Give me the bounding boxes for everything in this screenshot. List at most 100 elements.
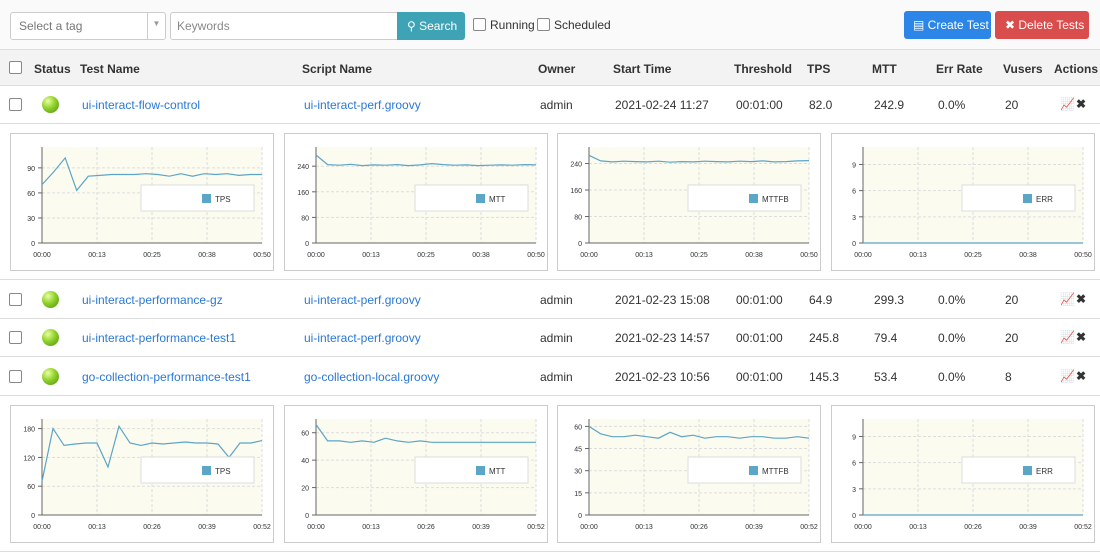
link[interactable]: go-collection-local.groovy [304,369,440,384]
cell-text: 00:01:00 [736,369,783,384]
x-tick-label: 00:50 [1074,252,1092,259]
cell-text: 0.0% [938,331,966,345]
y-tick-label: 30 [574,469,582,476]
legend-swatch [202,466,211,475]
column-header: Start Time [613,62,672,76]
y-tick-label: 0 [578,513,582,520]
y-tick-label: 120 [23,455,35,462]
cell-text: admin [540,369,573,384]
search-button[interactable]: ⚲ Search [397,12,465,40]
y-tick-label: 60 [27,484,35,491]
header-row [0,50,1100,86]
link[interactable]: ui-interact-performance-test1 [82,331,237,345]
link[interactable]: ui-interact-performance-gz [82,292,223,307]
x-tick-label: 00:26 [690,524,708,531]
checkbox[interactable] [9,61,22,74]
cell-text: 00:01:00 [736,98,783,112]
cell-text: 2021-02-24 11:27 [615,98,709,112]
cell-text: 00:01:00 [736,292,783,307]
cell-text: 299.3 [874,292,905,307]
cell-text: 20 [1005,292,1019,307]
y-tick-label: 0 [852,241,856,248]
checkbox[interactable] [9,292,22,306]
delete-action[interactable]: ✖ [1076,97,1087,111]
x-tick-label: 00:39 [745,524,763,531]
x-tick-label: 00:39 [472,524,490,531]
x-tick-label: 00:25 [417,252,435,259]
x-tick-label: 00:25 [964,252,982,259]
checkbox[interactable] [9,98,22,111]
y-tick-label: 80 [574,215,582,222]
y-tick-label: 40 [301,458,309,465]
link[interactable]: go-collection-performance-test1 [82,369,251,384]
running-checkbox[interactable] [473,18,486,31]
chart: 0 30 60 90 00:00 00:13 00:25 00:38 00:50 TPS [10,133,274,271]
cell-text: 82.0 [809,98,833,112]
x-tick-label: 00:13 [635,252,653,259]
create-button[interactable]: ▤ Create Test [904,11,991,39]
tag-select[interactable]: Select a tag ▼ [10,12,166,40]
search-label: Search [419,19,458,33]
legend-box [140,184,255,212]
legend-swatch [476,466,485,475]
cell-text: 2021-02-23 10:56 [615,369,710,384]
x-tick-label: 00:38 [198,252,216,259]
checkbox[interactable] [9,369,22,383]
x-tick-label: 00:13 [909,524,927,531]
cell-text: 0.0% [938,292,966,307]
checkbox[interactable] [9,331,22,344]
legend-box [414,456,529,484]
status-icon [42,329,59,346]
cell-text: 00:01:00 [736,331,783,345]
chart-action[interactable]: 📈 [1060,330,1075,344]
x-tick-label: 00:52 [527,524,545,531]
legend-label: MTT [489,195,506,204]
x-tick-label: 00:26 [417,524,435,531]
table-row [0,357,1100,396]
delete-action[interactable]: ✖ [1076,291,1087,306]
x-tick-label: 00:52 [1074,524,1092,531]
delete-action[interactable]: ✖ [1076,330,1087,344]
link[interactable]: ui-interact-perf.groovy [304,292,421,307]
x-tick-label: 00:26 [143,524,161,531]
delete-action[interactable]: ✖ [1076,368,1087,383]
link[interactable]: ui-interact-perf.groovy [304,98,421,112]
y-tick-label: 45 [574,447,582,454]
keyword-input[interactable]: Keywords [170,12,398,40]
cell-text: 2021-02-23 14:57 [615,331,710,345]
chart: 0 3 6 9 00:00 00:13 00:25 00:38 00:50 ERR [831,133,1095,271]
column-header: Actions [1054,62,1099,76]
x-tick-label: 00:38 [472,252,490,259]
chart-action[interactable]: 📈 [1060,97,1075,111]
legend-label: MTTFB [762,195,789,204]
link[interactable]: ui-interact-perf.groovy [304,331,421,345]
cell-text: 20 [1005,331,1019,345]
y-tick-label: 80 [301,215,309,222]
cell-text: 2021-02-23 15:08 [615,292,710,307]
x-tick-label: 00:00 [307,524,325,531]
column-header: Test Name [80,62,140,76]
tag-placeholder: Select a tag [19,19,83,33]
chart-action[interactable]: 📈 [1060,368,1075,383]
link[interactable]: ui-interact-flow-control [82,98,201,112]
legend-box [961,184,1076,212]
y-tick-label: 180 [23,427,35,434]
detail-panel [0,396,1100,552]
chart: 0 80 160 240 00:00 00:13 00:25 00:38 00:50 MTTFB [557,133,821,271]
scheduled-label: Scheduled [554,18,611,32]
legend-swatch [202,194,211,203]
column-header: TPS [807,62,831,76]
scheduled-checkbox[interactable] [537,18,550,31]
y-tick-label: 20 [301,486,309,493]
x-tick-label: 00:38 [745,252,763,259]
y-tick-label: 9 [852,162,856,169]
delete-button[interactable]: ✖ Delete Tests [995,11,1089,39]
chart: 0 3 6 9 00:00 00:13 00:26 00:39 00:52 ERR [831,405,1095,543]
dropdown-arrow: ▼ [147,13,165,39]
chart: 0 80 160 240 00:00 00:13 00:25 00:38 00:50 MTT [284,133,548,271]
x-tick-label: 00:52 [800,524,818,531]
table-row [0,86,1100,124]
x-tick-label: 00:39 [1019,524,1037,531]
series-line [315,154,537,167]
chart-action[interactable]: 📈 [1060,291,1075,306]
